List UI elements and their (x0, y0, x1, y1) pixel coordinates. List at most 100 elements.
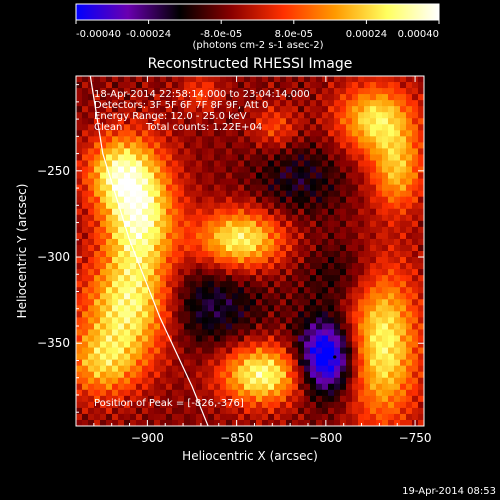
heatmap-cell (286, 311, 293, 318)
heatmap-cell (214, 395, 221, 403)
heatmap-cell (292, 275, 299, 282)
heatmap-cell (376, 365, 383, 373)
heatmap-cell (154, 335, 161, 342)
heatmap-cell (274, 76, 281, 83)
heatmap-cell (214, 136, 221, 143)
heatmap-cell (82, 353, 89, 361)
heatmap-cell (322, 214, 329, 222)
heatmap-cell (148, 118, 155, 125)
heatmap-cell (244, 82, 251, 89)
heatmap-cell (268, 251, 275, 258)
heatmap-cell (214, 359, 221, 367)
heatmap-cell (160, 263, 167, 270)
heatmap-cell (220, 353, 227, 361)
heatmap-cell (250, 178, 257, 186)
heatmap-cell (418, 124, 424, 131)
heatmap-cell (274, 305, 281, 312)
heatmap-cell (88, 323, 95, 330)
heatmap-cell (250, 226, 257, 234)
heatmap-cell (292, 269, 299, 276)
heatmap-cell (346, 136, 353, 143)
heatmap-cell (226, 106, 233, 113)
heatmap-cell (376, 82, 383, 89)
heatmap-cell (322, 353, 329, 361)
heatmap-cell (208, 124, 215, 131)
heatmap-cell (418, 82, 424, 89)
heatmap-cell (112, 407, 119, 415)
heatmap-cell (166, 299, 173, 306)
heatmap-cell (178, 160, 185, 167)
heatmap-cell (376, 335, 383, 342)
heatmap-cell (112, 220, 119, 228)
heatmap-cell (286, 184, 293, 192)
heatmap-cell (184, 359, 191, 367)
heatmap-cell (148, 160, 155, 167)
heatmap-cell (178, 419, 185, 426)
heatmap-cell (112, 251, 119, 258)
heatmap-cell (406, 244, 413, 252)
heatmap-cell (172, 178, 179, 186)
heatmap-cell (406, 118, 413, 125)
heatmap-cell (280, 118, 287, 125)
heatmap-cell (190, 281, 197, 288)
heatmap-cell (364, 184, 371, 192)
heatmap-cell (148, 208, 155, 216)
heatmap-cell (352, 389, 359, 397)
heatmap-cell (118, 269, 125, 276)
heatmap-cell (244, 419, 251, 426)
heatmap-cell (316, 311, 323, 318)
heatmap-cell (226, 244, 233, 252)
heatmap-cell (274, 413, 281, 421)
heatmap-cell (112, 395, 119, 403)
heatmap-cell (274, 407, 281, 415)
heatmap-cell (232, 323, 239, 330)
heatmap-cell (208, 353, 215, 361)
heatmap-cell (268, 377, 275, 385)
heatmap-cell (214, 142, 221, 149)
heatmap-cell (388, 142, 395, 149)
heatmap-cell (394, 389, 401, 397)
heatmap-cell (124, 371, 131, 379)
heatmap-cell (166, 112, 173, 119)
heatmap-cell (304, 112, 311, 119)
heatmap-cell (82, 148, 89, 155)
heatmap-cell (340, 100, 347, 107)
heatmap-cell (400, 118, 407, 125)
heatmap-cell (370, 251, 377, 258)
heatmap-cell (226, 329, 233, 336)
heatmap-cell (328, 419, 335, 426)
heatmap-cell (262, 353, 269, 361)
heatmap-cell (190, 208, 197, 216)
heatmap-cell (88, 136, 95, 143)
heatmap-cell (100, 196, 107, 204)
heatmap-cell (274, 94, 281, 101)
heatmap-cell (202, 106, 209, 113)
heatmap-cell (274, 263, 281, 270)
heatmap-cell (136, 407, 143, 415)
heatmap-cell (202, 178, 209, 186)
heatmap-cell (226, 184, 233, 192)
heatmap-cell (298, 341, 305, 348)
heatmap-cell (238, 238, 245, 246)
heatmap-cell (94, 76, 101, 83)
heatmap-cell (340, 82, 347, 89)
heatmap-cell (358, 371, 365, 379)
heatmap-cell (412, 383, 419, 391)
heatmap-cell (118, 311, 125, 318)
heatmap-cell (322, 190, 329, 198)
heatmap-cell (244, 341, 251, 348)
heatmap-cell (106, 202, 113, 210)
heatmap-cell (340, 323, 347, 330)
heatmap-cell (172, 395, 179, 403)
heatmap-cell (238, 263, 245, 270)
heatmap-cell (382, 160, 389, 167)
heatmap-cell (352, 82, 359, 89)
heatmap-cell (298, 136, 305, 143)
heatmap-cell (130, 148, 137, 155)
heatmap-cell (196, 269, 203, 276)
heatmap-cell (166, 94, 173, 101)
heatmap-cell (400, 353, 407, 361)
heatmap-cell (142, 76, 149, 83)
heatmap-cell (160, 238, 167, 246)
heatmap-cell (118, 160, 125, 167)
